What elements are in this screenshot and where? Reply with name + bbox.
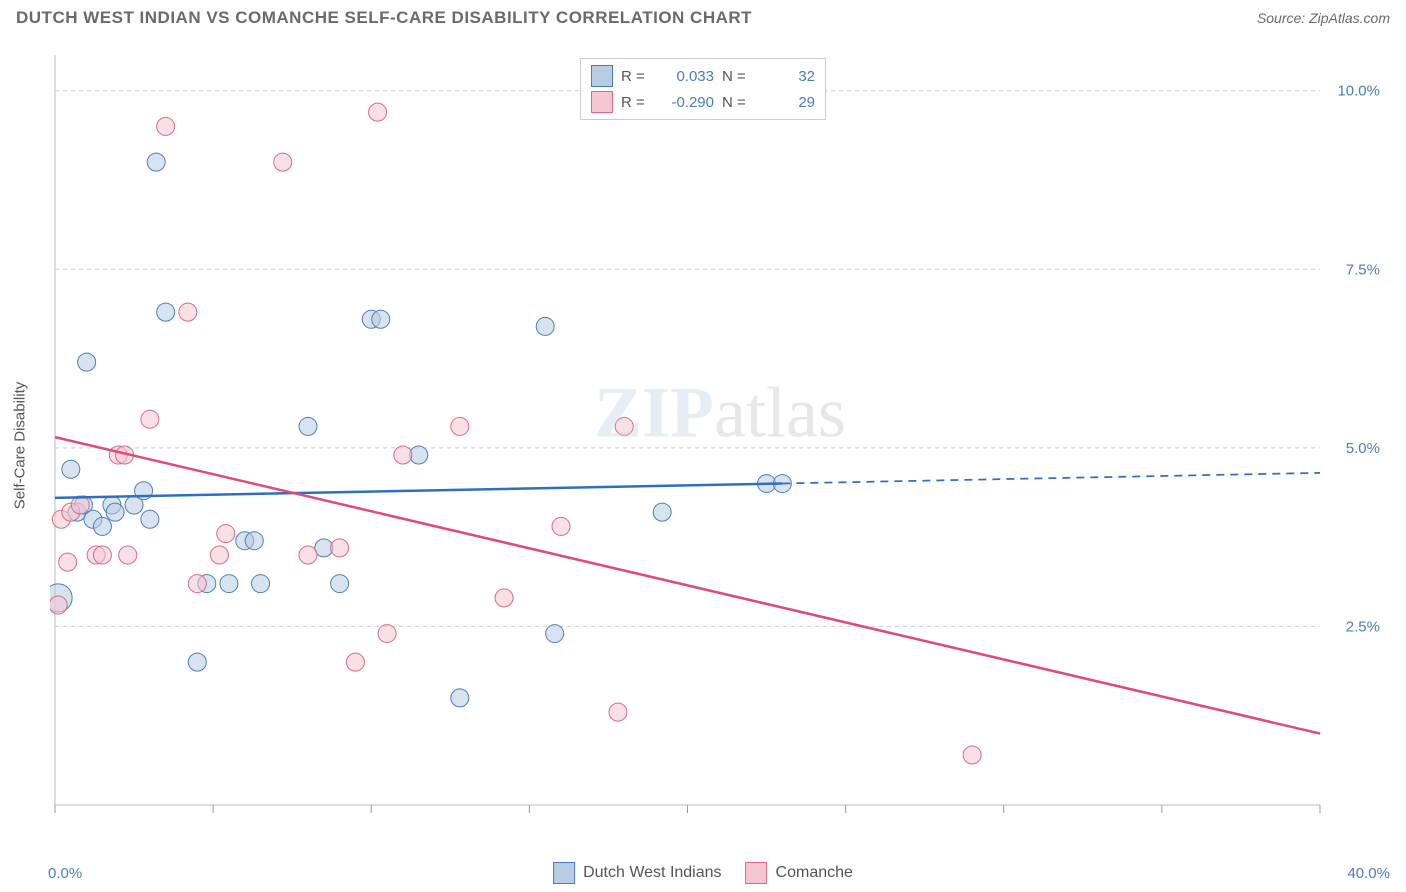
- legend-label-dutch: Dutch West Indians: [583, 864, 721, 882]
- header: DUTCH WEST INDIAN VS COMANCHE SELF-CARE …: [0, 0, 1406, 32]
- y-axis-label: Self-Care Disability: [12, 381, 29, 509]
- swatch-pink-icon: [591, 91, 613, 113]
- r-value: -0.290: [659, 94, 714, 111]
- n-value: 32: [760, 68, 815, 85]
- swatch-blue-icon: [591, 65, 613, 87]
- series-legend: Dutch West Indians Comanche: [553, 862, 853, 884]
- svg-text:5.0%: 5.0%: [1346, 440, 1380, 457]
- x-axis-end-label: 40.0%: [1347, 865, 1390, 882]
- scatter-plot-svg: 2.5% 5.0% 7.5% 10.0%: [50, 50, 1390, 840]
- n-value: 29: [760, 94, 815, 111]
- legend-item-dutch: Dutch West Indians: [553, 862, 721, 884]
- chart-title: DUTCH WEST INDIAN VS COMANCHE SELF-CARE …: [16, 8, 752, 28]
- svg-text:10.0%: 10.0%: [1337, 83, 1380, 100]
- legend-label-comanche: Comanche: [776, 864, 853, 882]
- legend-row-pink: R = -0.290 N = 29: [591, 89, 815, 115]
- x-axis-start-label: 0.0%: [48, 865, 82, 882]
- source-attribution: Source: ZipAtlas.com: [1257, 10, 1390, 26]
- n-label: N =: [722, 68, 752, 85]
- svg-text:2.5%: 2.5%: [1346, 618, 1380, 635]
- swatch-pink-icon: [746, 862, 768, 884]
- plot-area: 2.5%5.0%7.5%10.0% ZIPatlas: [50, 50, 1390, 840]
- legend-row-blue: R = 0.033 N = 32: [591, 63, 815, 89]
- chart-container: DUTCH WEST INDIAN VS COMANCHE SELF-CARE …: [0, 0, 1406, 892]
- r-label: R =: [621, 68, 651, 85]
- swatch-blue-icon: [553, 862, 575, 884]
- r-value: 0.033: [659, 68, 714, 85]
- r-label: R =: [621, 94, 651, 111]
- legend-item-comanche: Comanche: [746, 862, 853, 884]
- svg-text:7.5%: 7.5%: [1346, 261, 1380, 278]
- correlation-legend: R = 0.033 N = 32 R = -0.290 N = 29: [580, 58, 826, 120]
- y-axis-label-container: Self-Care Disability: [10, 50, 30, 840]
- n-label: N =: [722, 94, 752, 111]
